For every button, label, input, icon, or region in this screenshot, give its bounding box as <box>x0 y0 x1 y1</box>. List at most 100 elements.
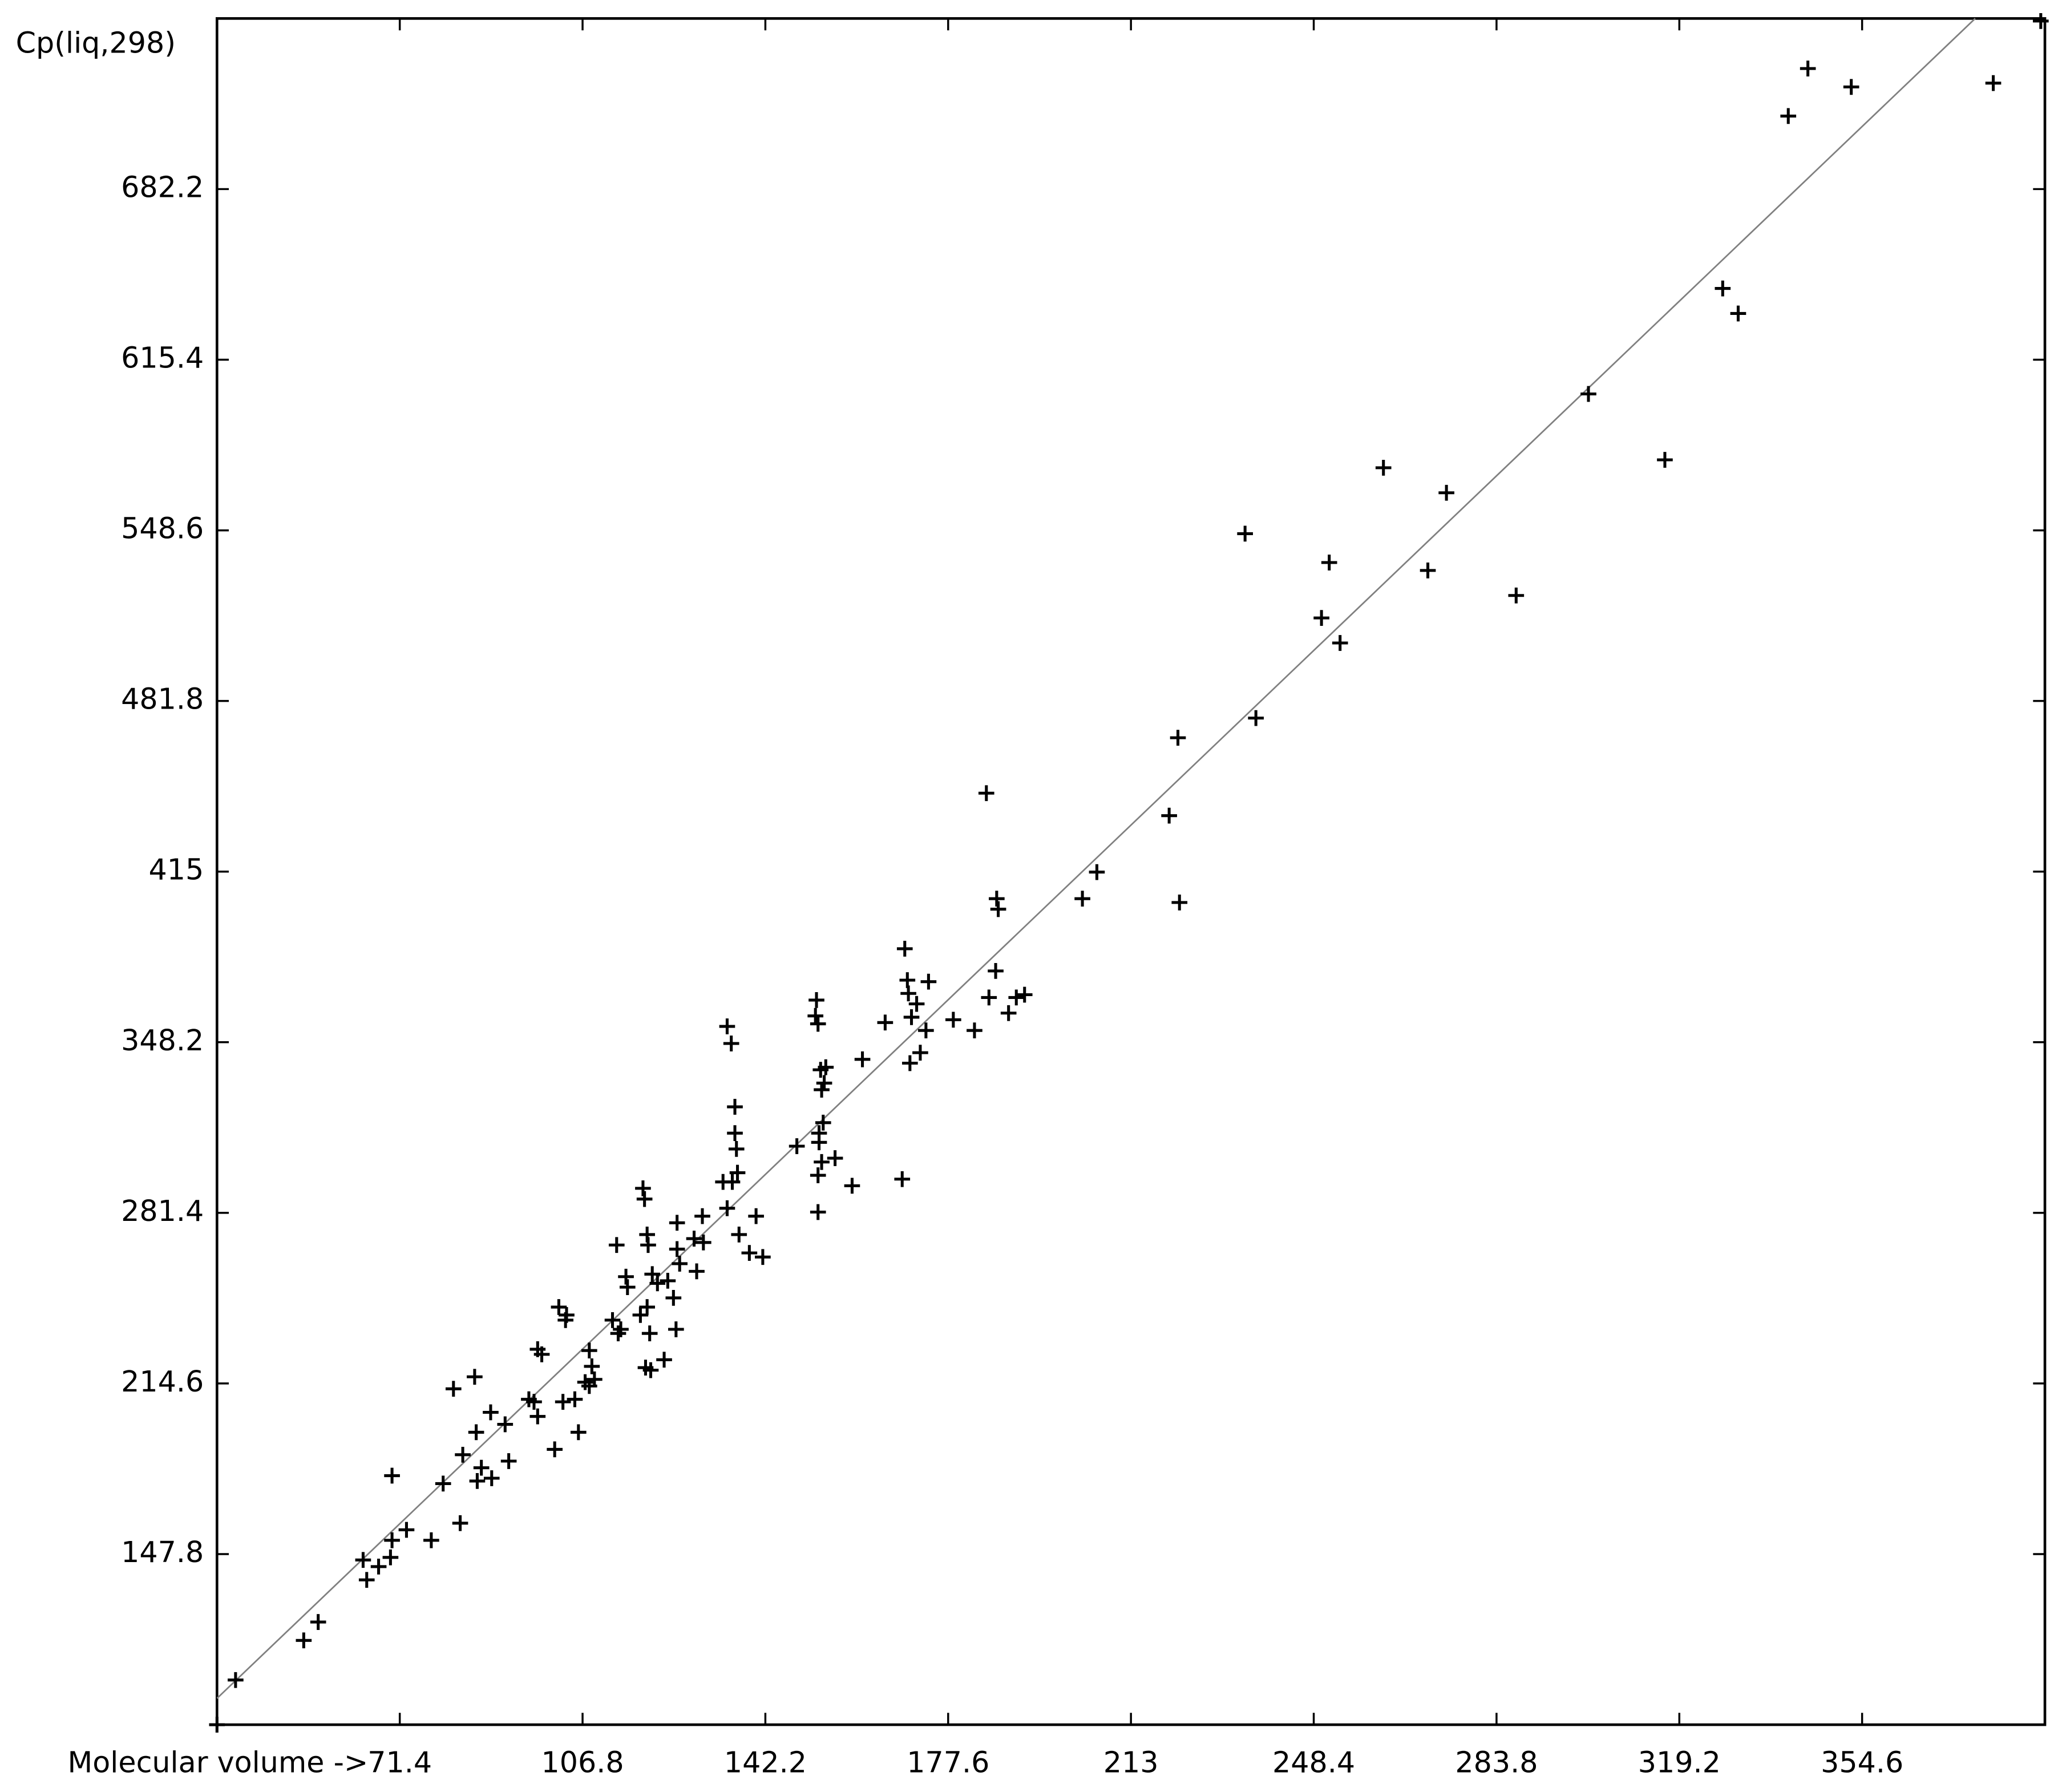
data-point <box>497 1416 514 1433</box>
data-point <box>469 1473 486 1489</box>
data-point <box>355 1552 371 1568</box>
data-point <box>423 1532 439 1548</box>
data-point <box>358 1572 375 1588</box>
data-point <box>665 1290 682 1306</box>
data-point <box>816 1075 832 1091</box>
data-point <box>1580 386 1596 402</box>
data-point <box>452 1515 468 1531</box>
x-tick-label: 213 <box>1103 1745 1159 1779</box>
data-point <box>1508 587 1525 604</box>
data-point <box>727 1125 743 1142</box>
data-point <box>807 1008 824 1024</box>
data-point <box>1170 730 1186 746</box>
data-point <box>370 1559 387 1575</box>
data-point <box>642 1362 659 1378</box>
y-axis-label: Cp(liq,298) <box>16 26 176 60</box>
data-point <box>810 1016 826 1032</box>
data-point <box>967 1022 983 1039</box>
data-point <box>945 1012 961 1028</box>
data-point <box>1375 460 1392 476</box>
data-point <box>1657 452 1673 468</box>
data-point <box>755 1249 771 1265</box>
data-point <box>810 1204 826 1220</box>
data-point <box>694 1208 710 1224</box>
data-point <box>455 1446 471 1463</box>
x-tick-label: 283.8 <box>1455 1745 1538 1779</box>
data-point <box>1730 305 1746 322</box>
data-point <box>555 1394 571 1410</box>
data-point <box>731 1227 747 1243</box>
x-tick-label: 248.4 <box>1272 1745 1355 1779</box>
data-point <box>1715 280 1731 297</box>
data-point <box>815 1114 831 1131</box>
data-point <box>567 1391 583 1407</box>
data-point <box>903 1009 920 1025</box>
data-point <box>727 1099 743 1115</box>
data-point <box>581 1342 597 1359</box>
data-point <box>296 1632 312 1649</box>
data-point <box>209 1717 225 1733</box>
data-point <box>529 1408 546 1425</box>
data-point <box>789 1138 805 1154</box>
x-tick-label: 106.8 <box>541 1745 624 1779</box>
data-point <box>608 1237 625 1253</box>
data-point <box>1248 710 1264 726</box>
data-point <box>526 1394 542 1410</box>
data-point <box>668 1321 684 1337</box>
x-tick-label: 71.4 <box>367 1745 432 1779</box>
data-point <box>1008 989 1025 1006</box>
data-point <box>686 1231 702 1247</box>
data-point <box>989 891 1005 907</box>
data-point <box>641 1325 658 1342</box>
data-point <box>811 1134 827 1151</box>
data-point <box>435 1475 451 1492</box>
data-point <box>689 1263 705 1280</box>
data-point <box>901 1055 918 1071</box>
data-point <box>900 985 916 1002</box>
data-point <box>1161 807 1177 824</box>
data-point <box>584 1358 600 1374</box>
data-point <box>719 1018 735 1034</box>
data-point <box>384 1532 400 1548</box>
data-point <box>899 972 916 988</box>
data-point <box>1438 484 1454 501</box>
x-tick-label: 319.2 <box>1638 1745 1721 1779</box>
data-point <box>1016 986 1033 1003</box>
data-point <box>1332 635 1348 651</box>
data-point <box>2032 13 2049 29</box>
data-point <box>741 1245 758 1261</box>
data-point <box>656 1352 672 1368</box>
data-point <box>483 1404 499 1421</box>
data-point <box>810 1167 826 1183</box>
data-point <box>724 1174 741 1190</box>
data-point <box>533 1346 550 1362</box>
data-point <box>445 1381 462 1397</box>
data-point <box>988 962 1004 979</box>
data-point <box>1780 108 1797 124</box>
y-tick-label: 548.6 <box>121 512 204 545</box>
data-point <box>808 992 824 1008</box>
data-point <box>669 1215 685 1231</box>
data-point <box>844 1178 860 1194</box>
data-point <box>912 1045 928 1061</box>
data-point <box>1800 60 1816 77</box>
data-point <box>649 1275 666 1292</box>
data-point <box>728 1141 745 1157</box>
y-tick-label: 281.4 <box>121 1194 204 1228</box>
data-point <box>467 1369 483 1385</box>
data-point <box>587 1371 603 1388</box>
data-point <box>981 989 997 1006</box>
data-point <box>1321 555 1337 571</box>
data-point <box>473 1459 490 1476</box>
x-tick-label: 354.6 <box>1821 1745 1903 1779</box>
data-point <box>468 1424 484 1441</box>
data-point <box>398 1522 415 1538</box>
data-point <box>640 1237 656 1253</box>
data-point <box>618 1268 634 1285</box>
data-point <box>920 973 937 990</box>
data-point <box>990 901 1006 917</box>
data-point <box>672 1256 688 1272</box>
data-point <box>854 1051 871 1067</box>
